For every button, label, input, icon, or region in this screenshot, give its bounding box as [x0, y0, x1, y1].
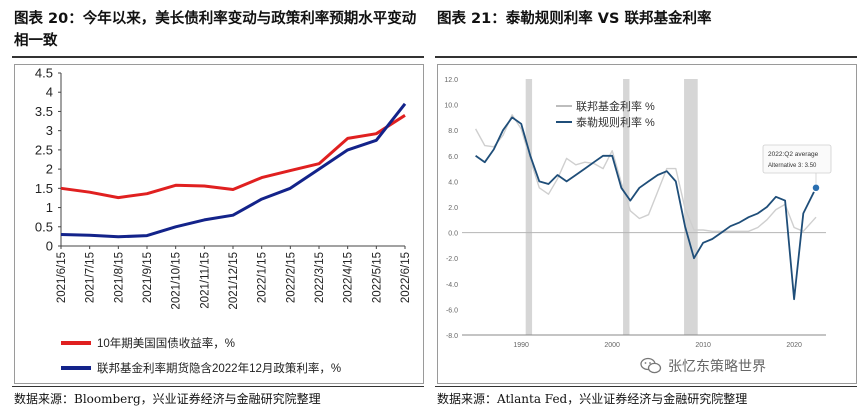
left-legend-label-2: 联邦基金利率期货隐含2022年12月政策利率，%	[97, 361, 341, 375]
annotation-line-2: Alternative 3: 3.50	[768, 163, 817, 169]
left-y-tick-label: 3.5	[35, 104, 53, 119]
left-y-tick-label: 0.5	[35, 219, 53, 234]
right-series-line-2	[475, 116, 817, 301]
left-x-tick-label: 2021/6/15	[56, 252, 68, 303]
recession-band-2	[623, 79, 630, 335]
right-x-tick-label: 2010	[695, 342, 711, 349]
left-y-tick-label: 4	[46, 85, 53, 100]
left-chart-title: 图表 20：今年以来，美长债利率变动与政策利率预期水平变动相一致	[14, 11, 417, 49]
right-y-tick-label: -4.0	[446, 282, 458, 289]
left-title-rule	[12, 56, 424, 58]
right-y-tick-label: -8.0	[446, 333, 458, 340]
right-x-tick-label: 2000	[604, 342, 620, 349]
left-series-line-1	[60, 114, 406, 200]
left-x-tick-label: 2022/6/15	[400, 252, 412, 303]
left-chart-panel: 0 0.5 1 1.5 2 2.5 3 3.5 4 4.5 2021/6/15 2021/7/15 20…	[14, 64, 424, 384]
right-source: 数据来源：Atlanta Fed，兴业证券经济与金融研究院整理	[437, 392, 748, 406]
right-y-tick-label: 12.0	[444, 77, 458, 84]
left-series-line-2	[60, 102, 407, 239]
left-x-tick-label: 2021/8/15	[113, 252, 125, 303]
right-chart-title: 图表 21：泰勒规则利率 VS 联邦基金利率	[437, 11, 712, 27]
recession-band-1	[525, 79, 533, 335]
left-y-tick-label: 1	[46, 200, 53, 215]
right-x-tick-label: 2020	[786, 342, 802, 349]
right-series-line-1	[474, 114, 817, 233]
left-bottom-rule	[12, 386, 424, 387]
left-x-tick-label: 2022/5/15	[371, 252, 383, 303]
left-source: 数据来源：Bloomberg，兴业证券经济与金融研究院整理	[14, 392, 321, 406]
watermark: 张忆东策略世界	[640, 356, 766, 376]
left-y-tick-label: 3	[46, 123, 53, 138]
right-legend-label-1: 联邦基金利率 %	[576, 99, 655, 113]
recession-band-3	[684, 79, 698, 335]
right-y-tick-label: 2.0	[448, 205, 458, 212]
left-y-tick-label: 0	[46, 239, 53, 254]
right-legend-label-2: 泰勒规则利率 %	[576, 115, 655, 129]
left-x-tick-label: 2021/9/15	[142, 252, 154, 303]
right-title-rule	[435, 56, 857, 58]
left-x-tick-label: 2022/3/15	[314, 252, 326, 303]
right-y-tick-label: 10.0	[444, 103, 458, 110]
left-x-tick-label: 2021/10/15	[171, 252, 183, 310]
right-chart-panel: 12.0 10.0 8.0 6.0 4.0 2.0 0.0 -2.0 -4.0 -6.0 -8.0 1…	[437, 64, 857, 384]
left-x-tick-label: 2021/11/15	[199, 252, 211, 309]
left-x-tick-label: 2021/7/15	[85, 252, 97, 303]
left-y-tick-label: 4.5	[35, 66, 53, 81]
right-y-tick-label: 4.0	[448, 179, 458, 186]
left-y-tick-label: 2	[46, 162, 53, 177]
left-x-tick-label: 2022/1/15	[257, 252, 269, 303]
left-x-tick-label: 2022/4/15	[343, 252, 355, 303]
left-x-tick-label: 2021/12/15	[228, 252, 240, 310]
left-legend-label-1: 10年期美国国债收益率，%	[97, 336, 235, 350]
left-y-tick-label: 1.5	[35, 181, 53, 196]
right-chart: 12.0 10.0 8.0 6.0 4.0 2.0 0.0 -2.0 -4.0 -6.0 -8.0 1…	[444, 77, 832, 349]
latest-point-marker	[811, 183, 821, 193]
right-y-tick-label: -6.0	[446, 307, 458, 314]
left-chart: 0 0.5 1 1.5 2 2.5 3 3.5 4 4.5 2021/6/15 2021/7/15 20…	[35, 66, 412, 376]
right-x-tick-label: 1990	[513, 342, 529, 349]
right-y-tick-label: -2.0	[446, 256, 458, 263]
watermark-text: 张忆东策略世界	[668, 359, 766, 375]
right-y-tick-label: 6.0	[448, 154, 458, 161]
right-y-tick-label: 8.0	[448, 128, 458, 135]
annotation-box	[762, 144, 832, 174]
left-x-tick-label: 2022/2/15	[285, 252, 297, 303]
annotation-line-1: 2022:Q2 average	[768, 151, 819, 158]
right-y-tick-label: 0.0	[448, 231, 458, 238]
left-y-tick-label: 2.5	[35, 142, 53, 157]
right-bottom-rule	[435, 386, 857, 387]
wechat-icon	[640, 357, 662, 374]
